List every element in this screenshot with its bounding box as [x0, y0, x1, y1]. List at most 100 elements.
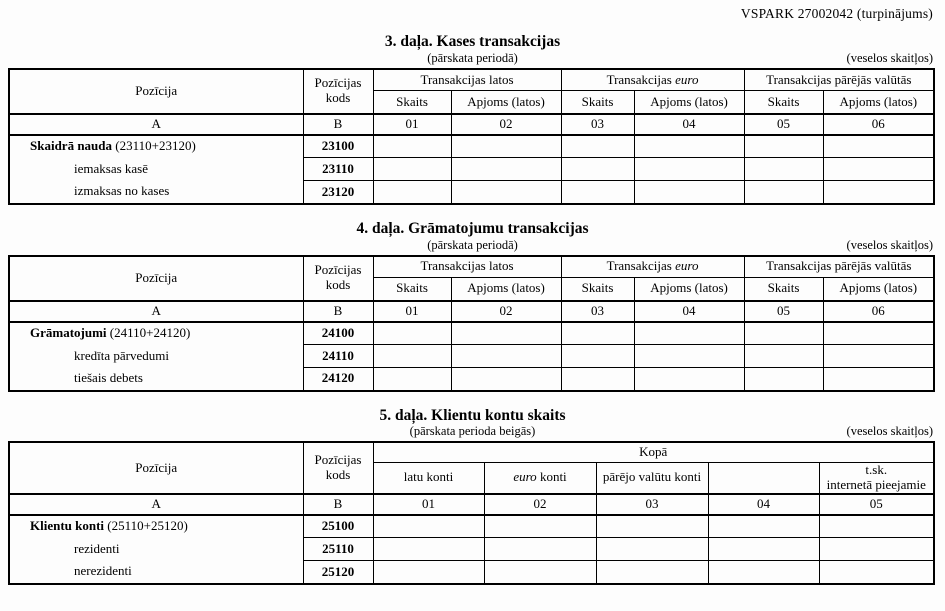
- section-subtitle-line: (pārskata perioda beigās) (veselos skait…: [0, 424, 945, 440]
- data-cell: [743, 367, 824, 392]
- row-code: 23110: [302, 157, 374, 182]
- data-cell: [595, 514, 709, 539]
- data-cell: [560, 344, 635, 369]
- code-cell: A: [8, 112, 304, 136]
- code-cell: 06: [822, 112, 935, 136]
- section-title: 3. daļa. Kases transakcijas: [384, 33, 561, 50]
- header-row-groups: Pozīcija Pozīcijas kods Transakcijas lat…: [8, 68, 935, 115]
- data-cell: [450, 157, 562, 182]
- units-note: (veselos skaitļos): [846, 50, 933, 65]
- code-cell: 03: [595, 492, 709, 516]
- group-header-latos: Transakcijas latos: [372, 68, 562, 92]
- code-cell: 01: [372, 299, 452, 323]
- data-cell: [743, 344, 824, 369]
- subcolumn-header: Skaits: [560, 277, 635, 302]
- data-cell: [822, 367, 935, 392]
- code-cell: B: [302, 112, 374, 136]
- data-cell: [450, 134, 562, 159]
- report-table-kases-transakcijas: Pozīcija Pozīcijas kods Transakcijas lat…: [8, 67, 936, 205]
- data-cell: [822, 180, 935, 205]
- code-cell: 04: [633, 112, 745, 136]
- section-part-3: 3. daļa. Kases transakcijas (pārskata pe…: [0, 33, 945, 205]
- group-header-euro: Transakcijas euro: [560, 68, 745, 92]
- section-subtitle-line: (pārskata periodā) (veselos skaitļos): [0, 51, 945, 67]
- code-cell: 04: [633, 299, 745, 323]
- section-part-5: 5. daļa. Klientu kontu skaits (pārskata …: [0, 407, 945, 585]
- data-cell: [818, 560, 935, 585]
- data-cell: [560, 157, 635, 182]
- data-cell: [560, 180, 635, 205]
- data-cell: [372, 367, 452, 392]
- data-cell: [633, 134, 745, 159]
- data-cell: [372, 157, 452, 182]
- table-row: izmaksas no kases 23120: [8, 180, 935, 205]
- table-row: nerezidenti 25120: [8, 560, 935, 585]
- data-cell: [595, 537, 709, 562]
- kods-header: Pozīcijas kods: [302, 441, 374, 495]
- data-cell: [483, 514, 597, 539]
- document-reference: VSPARK 27002042 (turpinājums): [740, 6, 933, 21]
- row-label: tiešais debets: [8, 367, 304, 391]
- subcolumn-header-latu-konti: latu konti: [372, 461, 485, 495]
- subcolumn-header: Apjoms (latos): [450, 90, 562, 115]
- row-code: 23100: [302, 134, 374, 159]
- subcolumn-header: Skaits: [743, 90, 824, 115]
- data-cell: [372, 134, 452, 159]
- code-cell: 05: [743, 112, 824, 136]
- table-row: kredīta pārvedumi 24110: [8, 344, 935, 369]
- data-cell: [483, 537, 597, 562]
- data-cell: [450, 344, 562, 369]
- data-cell: [372, 180, 452, 205]
- header-row-groups: Pozīcija Pozīcijas kods Transakcijas lat…: [8, 255, 935, 302]
- data-cell: [822, 134, 935, 159]
- subcolumn-header-tsk-interneta: t.sk. internetā pieejamie: [818, 461, 935, 495]
- section-title: 4. daļa. Grāmatojumu transakcijas: [356, 219, 589, 237]
- data-cell: [595, 560, 709, 585]
- codes-row: A B 01 02 03 04 05: [8, 492, 935, 516]
- data-cell: [450, 180, 562, 205]
- group-header-euro: Transakcijas euro: [560, 255, 745, 279]
- header-row-subcolumns: Skaits Apjoms (latos) Skaits Apjoms (lat…: [9, 90, 935, 115]
- data-cell: [372, 560, 485, 585]
- header-row-subcolumns: latu konti euro konti pārējo valūtu kont…: [9, 461, 935, 495]
- data-cell: [743, 180, 824, 205]
- row-label: Grāmatojumi (24110+24120): [8, 321, 304, 345]
- table-row: Klientu konti (25110+25120) 25100: [8, 514, 935, 539]
- data-cell: [560, 367, 635, 392]
- pozicija-header: Pozīcija: [8, 68, 304, 115]
- code-cell: 02: [450, 299, 562, 323]
- table-row: Grāmatojumi (24110+24120) 24100: [8, 321, 935, 346]
- data-cell: [372, 537, 485, 562]
- row-label: rezidenti: [8, 537, 304, 561]
- header-row-subcolumns: Skaits Apjoms (latos) Skaits Apjoms (lat…: [9, 277, 935, 302]
- data-cell: [633, 344, 745, 369]
- group-header-parejas-valutas: Transakcijas pārējās valūtās: [743, 255, 935, 279]
- data-cell: [822, 157, 935, 182]
- section-subtitle: (pārskata periodā): [427, 50, 518, 65]
- table-row: Skaidrā nauda (23110+23120) 23100: [8, 134, 935, 159]
- pozicija-header: Pozīcija: [8, 441, 304, 495]
- data-cell: [483, 560, 597, 585]
- data-cell: [372, 514, 485, 539]
- table-row: rezidenti 25110: [8, 537, 935, 562]
- row-code: 25120: [302, 560, 374, 585]
- row-code: 24100: [302, 321, 374, 346]
- data-cell: [707, 514, 820, 539]
- units-note: (veselos skaitļos): [846, 237, 933, 252]
- data-cell: [822, 344, 935, 369]
- data-cell: [743, 321, 824, 346]
- subcolumn-header: Skaits: [743, 277, 824, 302]
- data-cell: [707, 560, 820, 585]
- code-cell: 02: [483, 492, 597, 516]
- data-cell: [743, 157, 824, 182]
- data-cell: [633, 180, 745, 205]
- subcolumn-header-empty: [707, 461, 820, 495]
- kopa-group-header: Kopā: [372, 441, 935, 463]
- code-cell: 01: [372, 112, 452, 136]
- row-code: 25110: [302, 537, 374, 562]
- data-cell: [372, 321, 452, 346]
- data-cell: [707, 537, 820, 562]
- group-header-latos: Transakcijas latos: [372, 255, 562, 279]
- code-cell: 03: [560, 112, 635, 136]
